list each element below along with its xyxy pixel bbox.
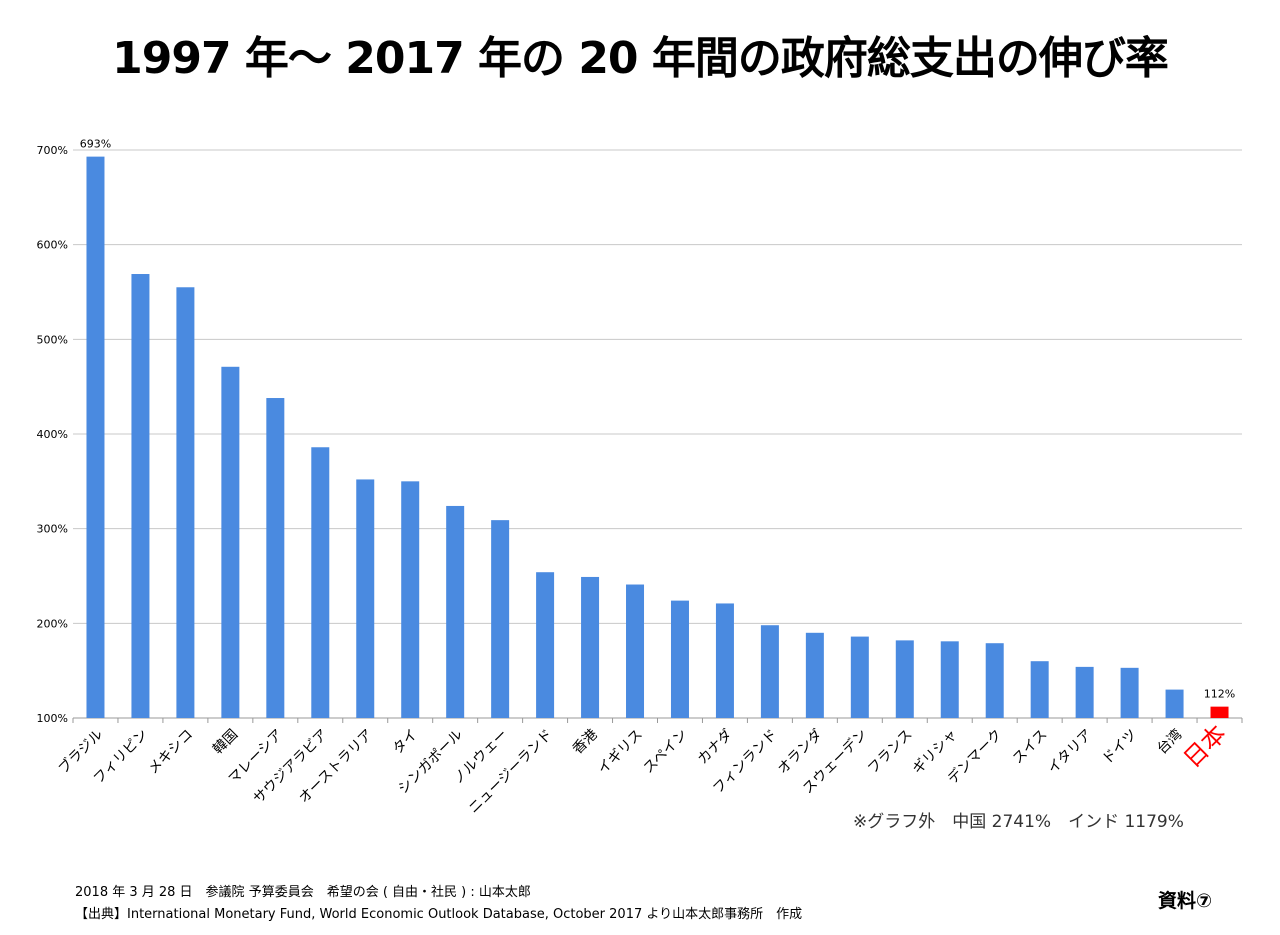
data-label: 112% [1204, 688, 1235, 701]
bar-マレーシア [266, 398, 285, 718]
x-tick-label: フランス [865, 727, 916, 778]
bar-台湾 [1165, 689, 1184, 718]
bar-スイス [1030, 661, 1049, 718]
bar-フィリピン [131, 274, 150, 718]
y-tick-label-600: 600% [37, 239, 68, 252]
x-tick-label: イギリス [595, 727, 646, 778]
y-tick-label-200: 200% [37, 617, 68, 630]
bar-オランダ [805, 632, 824, 718]
y-tick-label-100: 100% [37, 712, 68, 725]
bar-デンマーク [985, 643, 1004, 718]
x-tick-label: 韓国 [210, 727, 241, 758]
bar-オーストラリア [356, 479, 375, 718]
bar-ニュージーランド [536, 572, 555, 718]
document-label: 資料⑦ [1158, 890, 1213, 912]
bar-ノルウェー [491, 520, 510, 718]
bar-カナダ [715, 603, 734, 718]
bar-香港 [581, 576, 600, 718]
x-tick-label: メキシコ [145, 727, 196, 778]
bar-タイ [401, 481, 420, 718]
page-title: 1997 年〜 2017 年の 20 年間の政府総支出の伸び率 [112, 33, 1169, 84]
bar-日本 [1210, 706, 1229, 718]
x-tick-label: スイス [1010, 727, 1051, 768]
bar-ギリシャ [940, 641, 959, 718]
bar-イタリア [1075, 666, 1094, 718]
x-tick-label: ドイツ [1099, 727, 1140, 768]
bar-韓国 [221, 366, 240, 718]
bar-メキシコ [176, 287, 195, 718]
bar-ドイツ [1120, 667, 1139, 718]
bar-スウェーデン [850, 636, 869, 718]
x-tick-label: 香港 [570, 727, 601, 758]
y-tick-label-400: 400% [37, 428, 68, 441]
y-tick-label-300: 300% [37, 523, 68, 536]
x-tick-label: スペイン [641, 727, 691, 777]
bar-イギリス [626, 584, 645, 718]
bar-フランス [895, 640, 914, 718]
footer-date-line: 2018 年 3 月 28 日 参議院 予算委員会 希望の会 ( 自由・社民 )… [75, 885, 531, 900]
x-tick-label: カナダ [695, 727, 736, 768]
bar-ブラジル [86, 156, 105, 719]
footer-source-line: 【出典】International Monetary Fund, World E… [75, 907, 803, 922]
y-tick-label-500: 500% [37, 333, 68, 346]
x-tick-label: ニュージーランド [466, 727, 556, 817]
bar-スペイン [670, 600, 689, 718]
y-tick-label-700: 700% [37, 144, 68, 157]
chart-note: ※グラフ外 中国 2741% インド 1179% [853, 812, 1184, 832]
bar-シンガポール [446, 505, 465, 718]
data-label: 693% [80, 138, 111, 151]
bar-サウジアラビア [311, 447, 330, 718]
x-tick-label: イタリア [1045, 727, 1096, 778]
x-tick-label: 日本 [1178, 719, 1232, 773]
x-tick-label: タイ [390, 727, 421, 758]
bar-フィンランド [760, 625, 779, 718]
